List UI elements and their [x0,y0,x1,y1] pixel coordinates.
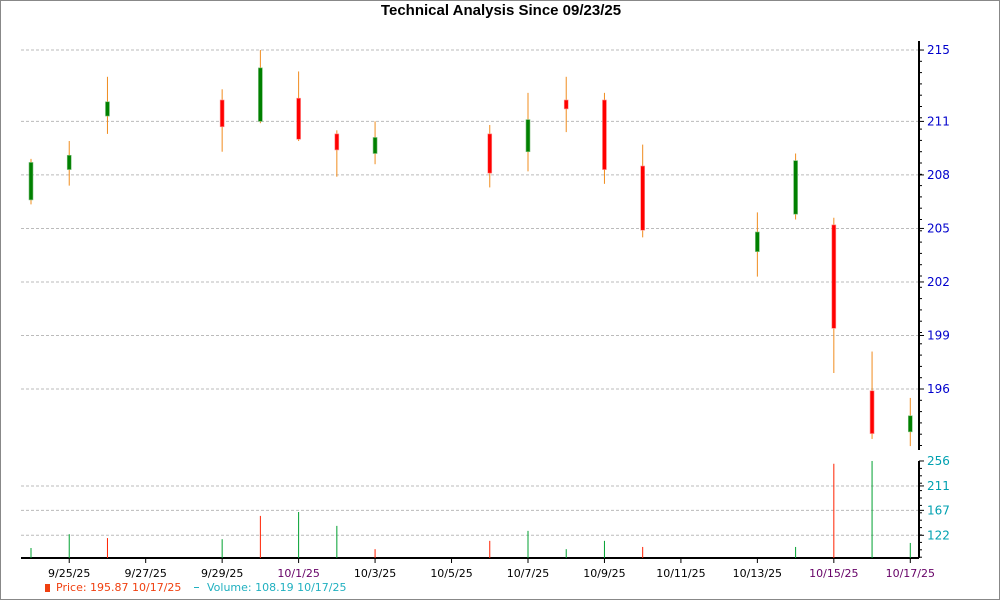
candle-body [258,67,263,122]
price-tick-label: 202 [927,275,950,289]
x-tick-label: 10/9/25 [583,567,625,580]
dash-legend-icon [194,587,199,588]
candle-body [372,137,378,154]
legend-volume-label: Volume: 108.19 10/17/25 [207,581,347,594]
price-tick-label: 205 [927,221,950,235]
x-tick-label: 10/7/25 [507,567,549,580]
candle-body [105,101,110,117]
candle-body [869,390,875,434]
candle-body [296,97,301,140]
x-tick-label: 9/29/25 [201,567,243,580]
candle-body [66,154,72,170]
volume-tick-label: 256 [927,454,950,468]
price-tick-label: 196 [927,382,950,396]
candle-body [334,133,340,151]
candle-body [602,99,607,170]
legend-price: Price: 195.87 10/17/25 [45,581,181,594]
x-tick-label: 10/1/25 [277,567,319,580]
candle-body [640,165,645,231]
x-tick-label: 9/27/25 [124,567,166,580]
candle-body [755,231,760,252]
price-tick-label: 215 [927,43,950,57]
x-tick-label: 9/25/25 [48,567,90,580]
x-tick-label: 10/17/25 [886,567,935,580]
candle-body [907,415,913,433]
chart-title: Technical Analysis Since 09/23/25 [380,2,622,19]
x-tick-label: 10/11/25 [656,567,705,580]
x-tick-label: 10/5/25 [430,567,472,580]
legend-price-label: Price: 195.87 10/17/25 [56,581,182,594]
price-tick-label: 208 [927,168,950,182]
candle-legend-icon [45,584,50,592]
volume-tick-label: 167 [927,503,950,517]
candle-body [219,99,225,128]
x-tick-label: 10/3/25 [354,567,396,580]
price-tick-label: 199 [927,328,950,342]
legend-volume: Volume: 108.19 10/17/25 [194,581,347,594]
volume-tick-label: 211 [927,479,950,493]
volume-tick-label: 122 [927,528,950,542]
candle-body [831,224,837,329]
candle-body [525,119,531,153]
x-tick-label: 10/15/25 [809,567,858,580]
price-tick-label: 211 [927,114,950,128]
candle-body [28,162,34,201]
candle-body [793,160,798,215]
x-tick-label: 10/13/25 [733,567,782,580]
candle-body [487,133,493,174]
candle-body [563,99,569,110]
